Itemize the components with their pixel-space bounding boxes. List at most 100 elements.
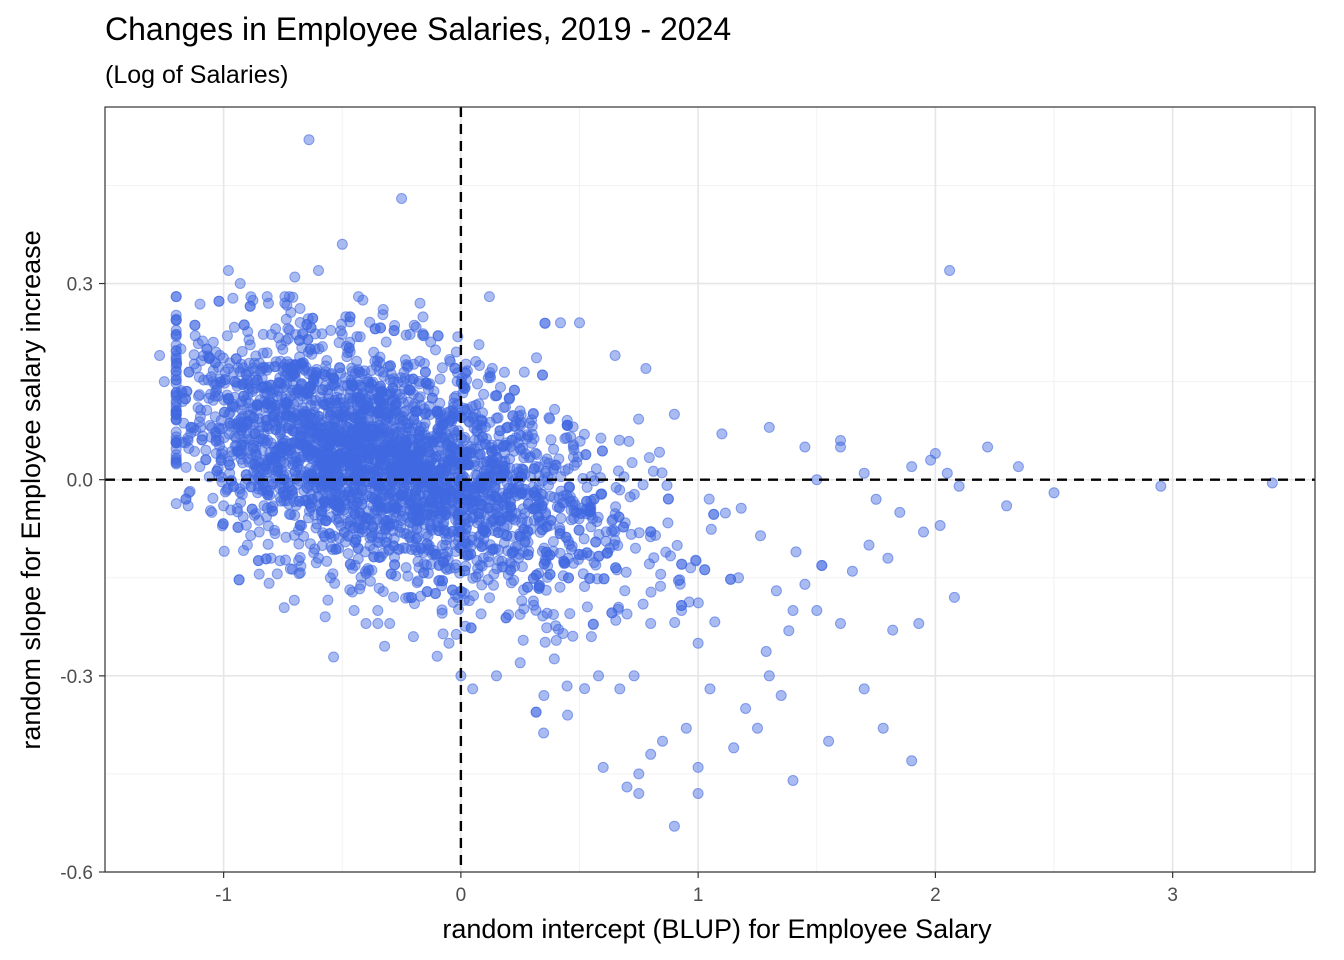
scatter-point xyxy=(472,378,483,390)
scatter-point xyxy=(545,515,557,526)
scatter-point xyxy=(282,323,294,335)
x-tick-label: 2 xyxy=(930,885,941,906)
scatter-point xyxy=(877,722,889,734)
scatter-point xyxy=(278,602,290,614)
scatter-point xyxy=(637,598,649,610)
scatter-point xyxy=(541,622,553,634)
scatter-point xyxy=(574,317,585,329)
scatter-point xyxy=(429,506,441,518)
scatter-point xyxy=(469,491,481,503)
scatter-point xyxy=(213,295,225,307)
scatter-point xyxy=(384,360,396,372)
scatter-point xyxy=(654,446,665,458)
scatter-point xyxy=(799,441,811,453)
scatter-point xyxy=(282,333,294,345)
scatter-point xyxy=(415,542,427,554)
scatter-point xyxy=(328,651,340,663)
scatter-point xyxy=(356,431,368,442)
scatter-point xyxy=(209,411,221,423)
y-tick-label: -0.6 xyxy=(60,863,93,884)
scatter-point xyxy=(488,481,500,493)
scatter-point xyxy=(344,311,356,323)
scatter-point xyxy=(371,513,383,525)
scatter-point xyxy=(352,542,364,554)
scatter-point xyxy=(570,506,582,518)
scatter-point xyxy=(270,323,282,335)
scatter-point xyxy=(626,457,638,469)
scatter-point xyxy=(787,605,799,616)
scatter-point xyxy=(301,319,313,330)
scatter-point xyxy=(243,366,254,378)
scatter-point xyxy=(287,425,299,437)
scatter-point xyxy=(211,465,223,477)
scatter-point xyxy=(342,457,354,468)
scatter-point xyxy=(728,742,740,754)
scatter-point xyxy=(230,353,242,365)
scatter-point xyxy=(554,581,566,593)
scatter-point xyxy=(882,552,894,564)
scatter-point xyxy=(555,317,566,329)
scatter-point xyxy=(374,380,386,392)
scatter-point xyxy=(614,484,626,496)
scatter-point xyxy=(387,382,399,394)
scatter-point xyxy=(189,319,201,331)
scatter-point xyxy=(799,578,811,590)
scatter-point xyxy=(347,427,358,439)
scatter-point xyxy=(347,486,359,498)
scatter-point xyxy=(488,579,499,591)
scatter-point xyxy=(526,420,538,432)
scatter-point xyxy=(657,735,668,747)
scatter-point xyxy=(170,408,182,420)
scatter-point xyxy=(304,431,316,442)
scatter-point xyxy=(417,311,429,323)
scatter-point xyxy=(539,636,551,648)
scatter-point xyxy=(735,502,747,514)
scatter-point xyxy=(180,461,192,473)
scatter-point xyxy=(303,419,315,431)
scatter-point xyxy=(528,599,540,611)
scatter-point xyxy=(348,411,360,423)
scatter-point xyxy=(319,611,331,623)
scatter-point xyxy=(413,450,425,462)
scatter-point xyxy=(620,566,632,578)
scatter-point xyxy=(506,434,518,446)
scatter-point xyxy=(516,595,528,607)
scatter-point xyxy=(357,294,369,306)
scatter-point xyxy=(863,539,875,551)
scatter-point xyxy=(324,572,336,584)
scatter-point xyxy=(297,408,309,420)
scatter-point xyxy=(261,398,273,410)
scatter-point xyxy=(304,343,316,355)
scatter-point xyxy=(414,425,425,437)
scatter-point xyxy=(238,319,250,331)
scatter-point xyxy=(175,343,187,355)
scatter-point xyxy=(567,630,579,642)
scatter-point xyxy=(286,485,298,497)
scatter-point xyxy=(528,487,540,499)
scatter-point xyxy=(439,525,451,537)
scatter-point xyxy=(740,703,752,714)
scatter-point xyxy=(217,518,229,530)
scatter-point xyxy=(408,319,420,331)
scatter-point xyxy=(516,488,528,500)
y-tick-label: 0.3 xyxy=(67,275,93,296)
scatter-point xyxy=(894,506,906,518)
scatter-point xyxy=(579,581,591,592)
scatter-point xyxy=(269,524,280,536)
scatter-point xyxy=(538,727,550,739)
scatter-point xyxy=(404,328,416,340)
scatter-point xyxy=(590,463,602,475)
scatter-point xyxy=(538,558,550,570)
scatter-point xyxy=(373,551,385,563)
scatter-point xyxy=(564,608,576,620)
scatter-point xyxy=(436,607,448,619)
scatter-point xyxy=(584,572,596,584)
scatter-point xyxy=(234,278,246,289)
scatter-point xyxy=(352,497,363,508)
scatter-point xyxy=(467,683,479,695)
scatter-point xyxy=(476,579,488,591)
scatter-point xyxy=(154,350,166,361)
scatter-point xyxy=(313,265,324,276)
scatter-point xyxy=(760,646,772,657)
scatter-point xyxy=(755,530,766,542)
